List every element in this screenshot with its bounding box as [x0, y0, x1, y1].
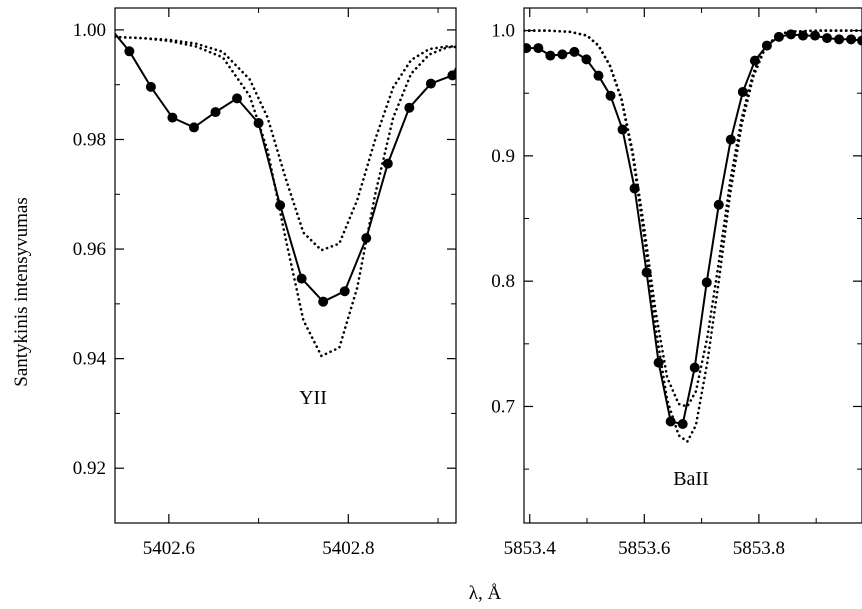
yii-model-line-1: [115, 35, 456, 358]
yii-observed-point: [232, 93, 243, 104]
yii-observed-point: [447, 70, 456, 81]
yii-y-tick-label: 0.98: [73, 129, 106, 150]
baii-observed-point: [557, 49, 568, 60]
baii-observed-point: [785, 29, 796, 40]
yii-observed-point: [339, 286, 350, 297]
yii-observed-point: [210, 107, 221, 118]
baii-observed-point: [524, 43, 532, 54]
yii-observed-point: [275, 200, 286, 211]
baii-data-layer: [524, 29, 862, 443]
yii-observed-point: [145, 81, 156, 92]
baii-observed-point: [533, 43, 544, 54]
yii-observed-point: [167, 112, 178, 123]
yii-plot-frame: [114, 7, 457, 524]
baii-observed-point: [605, 90, 616, 101]
baii-y-tick-label: 0.8: [491, 271, 515, 292]
yii-panel: 0.92 0.94 0.96 0.98 1.00 5402.6 5402.8 YII: [73, 7, 470, 559]
x-axis-label: λ, Å: [469, 583, 502, 604]
baii-observed-point: [617, 124, 628, 135]
baii-observed-point: [593, 70, 604, 81]
baii-observed-point: [857, 35, 862, 46]
baii-y-tick-label: 0.7: [491, 396, 515, 417]
yii-y-tick-label: 1.00: [73, 20, 106, 41]
baii-observed-point: [761, 40, 772, 51]
baii-observed-point: [810, 30, 821, 41]
baii-observed-point: [797, 30, 808, 41]
baii-observed-point: [822, 33, 833, 44]
yii-observed-line: [115, 33, 456, 303]
yii-observed-point: [296, 273, 307, 284]
baii-panel-label: BaII: [673, 468, 709, 490]
yii-y-tick-label: 0.92: [73, 458, 106, 479]
yii-observed-point: [425, 78, 436, 89]
baii-observed-point: [665, 416, 676, 427]
baii-observed-point: [737, 86, 748, 97]
baii-observed-point: [713, 199, 724, 210]
baii-x-tick-label: 5853.8: [733, 538, 785, 559]
baii-y-tick-label: 1.0: [491, 21, 515, 42]
yii-y-tick-label: 0.96: [73, 239, 106, 260]
baii-observed-point: [677, 419, 688, 430]
baii-observed-point: [846, 34, 857, 45]
baii-observed-point: [545, 50, 556, 61]
yii-observed-point: [404, 102, 415, 113]
baii-observed-point: [653, 357, 664, 368]
baii-panel: 0.7 0.8 0.9 1.0 5853.4 5853.6 5853.8 BaII: [491, 7, 862, 559]
baii-observed-point: [725, 134, 736, 145]
baii-plot-frame: [523, 7, 862, 524]
yii-observed-point: [318, 296, 329, 307]
yii-observed-point: [460, 46, 470, 56]
y-axis-label: Santykinis intensyvumas: [11, 197, 32, 386]
yii-data-layer: [115, 33, 470, 358]
baii-x-tick-label: 5853.6: [618, 538, 670, 559]
yii-panel-label: YII: [299, 387, 327, 409]
yii-model-line-2: [115, 35, 456, 252]
yii-observed-point: [188, 122, 199, 133]
yii-y-tick-label: 0.94: [73, 349, 107, 370]
baii-y-tick-label: 0.9: [491, 146, 515, 167]
baii-model-line-2: [524, 29, 862, 408]
yii-x-tick-label: 5402.8: [322, 538, 374, 559]
yii-x-tick-label: 5402.6: [143, 538, 195, 559]
baii-x-tick-label: 5853.4: [504, 538, 557, 559]
baii-observed-point: [701, 277, 712, 288]
yii-observed-point: [253, 118, 264, 129]
yii-observed-point: [382, 158, 393, 169]
yii-observed-point: [124, 46, 135, 57]
baii-observed-point: [834, 34, 845, 45]
baii-observed-point: [689, 362, 700, 373]
baii-observed-point: [749, 55, 760, 66]
baii-observed-point: [581, 54, 592, 65]
baii-observed-point: [569, 46, 580, 57]
